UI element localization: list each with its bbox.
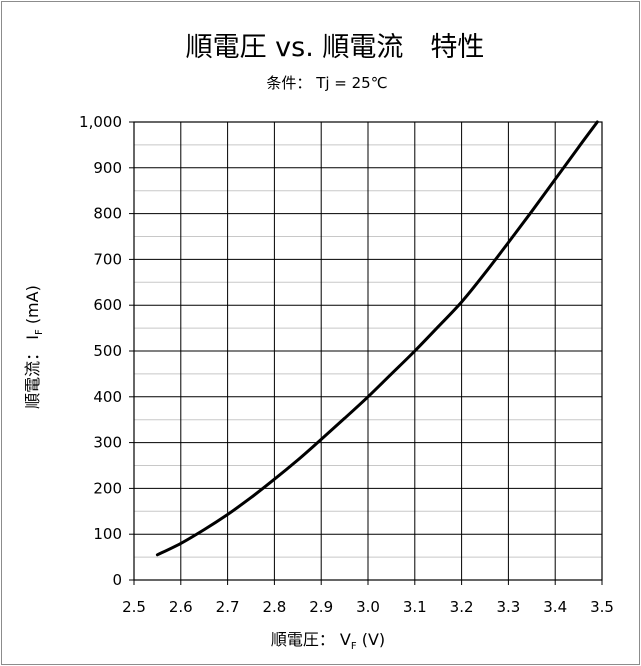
y-tick-label: 900 [93, 159, 122, 177]
x-tick-label: 2.8 [262, 598, 286, 616]
x-tick-label: 3.1 [403, 598, 427, 616]
x-tick-label: 3.4 [543, 598, 567, 616]
x-tick-label: 3.2 [450, 598, 474, 616]
y-tick-label: 100 [93, 525, 122, 543]
y-tick-label: 500 [93, 342, 122, 360]
chart-title: 順電圧 vs. 順電流 特性 [186, 32, 485, 63]
y-tick-label: 600 [93, 296, 122, 314]
x-tick-label: 3.5 [590, 598, 614, 616]
y-tick-label: 800 [93, 205, 122, 223]
x-tick-label: 2.6 [169, 598, 193, 616]
x-tick-label: 2.7 [216, 598, 240, 616]
x-axis-label-unit: (V) [357, 630, 386, 649]
y-axis-label-unit: (mA) [23, 285, 42, 329]
x-axis-ticks: 2.5 2.6 2.7 2.8 2.9 3.0 3.1 3.2 3.3 3.4 3.5 [122, 580, 614, 616]
y-tick-label: 0 [112, 571, 122, 589]
x-tick-label: 3.3 [496, 598, 520, 616]
chart-subtitle: 条件： Tj = 25℃ [266, 74, 387, 92]
x-tick-label: 3.0 [356, 598, 380, 616]
y-tick-label: 300 [93, 434, 122, 452]
y-tick-label: 400 [93, 388, 122, 406]
vf-if-curve [155, 120, 599, 557]
x-tick-label: 2.5 [122, 598, 146, 616]
x-axis-label-subscript: F [351, 641, 357, 652]
y-axis-label-main: 順電流： I [23, 335, 42, 409]
y-tick-label: 1,000 [79, 113, 122, 131]
y-axis-label-subscript: F [34, 329, 45, 335]
y-tick-label: 700 [93, 250, 122, 268]
x-tick-label: 2.9 [309, 598, 333, 616]
y-axis-label: 順電流： IF (mA) [23, 285, 45, 409]
x-axis-label-main: 順電圧： V [271, 630, 351, 649]
y-axis-ticks: 0 100 200 300 400 500 600 700 800 900 1,000 [79, 113, 134, 589]
x-axis-label: 順電圧： VF (V) [271, 630, 385, 652]
y-tick-label: 200 [93, 479, 122, 497]
